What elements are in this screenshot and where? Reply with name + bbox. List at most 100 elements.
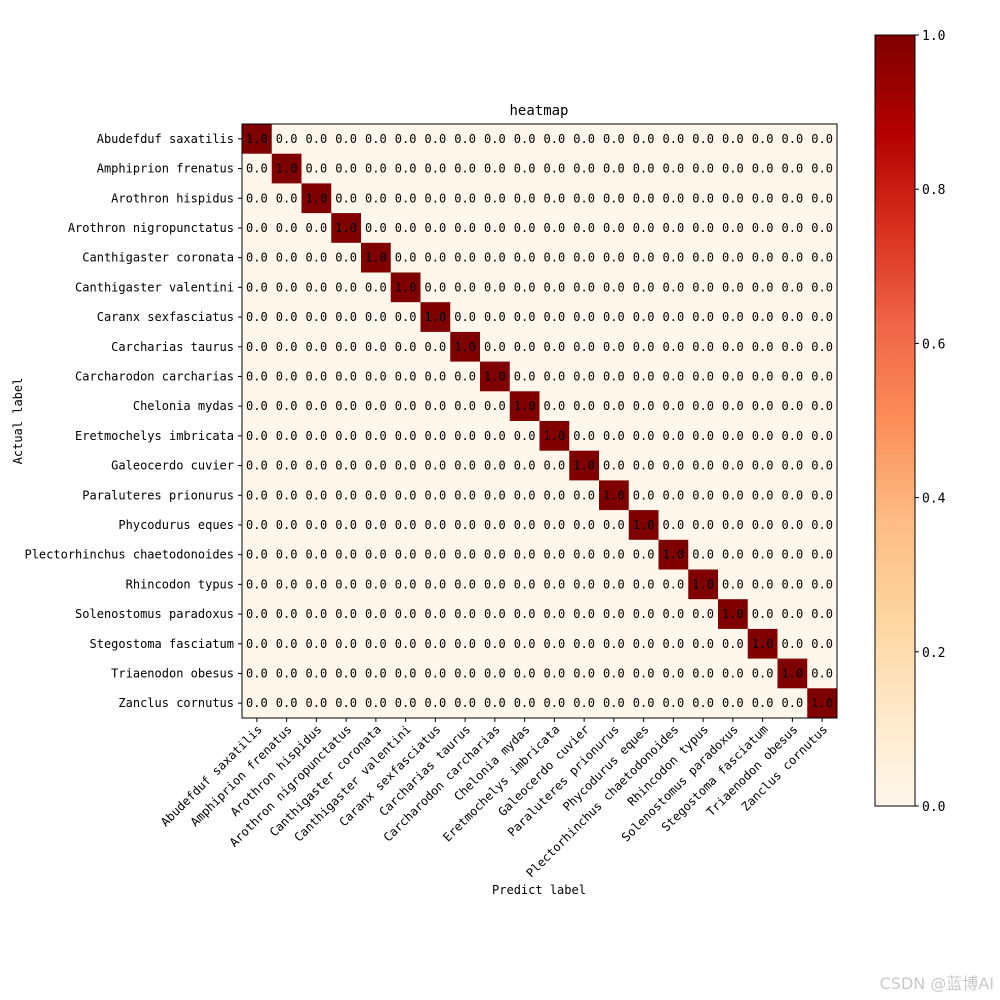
cell-value-label: 0.0 bbox=[782, 696, 804, 710]
heatmap-cell bbox=[777, 361, 808, 392]
cell-value-label: 0.0 bbox=[663, 191, 685, 205]
cell-value-label: 1.0 bbox=[395, 280, 417, 294]
heatmap-cell bbox=[331, 183, 362, 214]
heatmap-cell bbox=[628, 391, 659, 422]
heatmap-cell bbox=[271, 153, 302, 184]
cell-value-label: 0.0 bbox=[752, 280, 774, 294]
cell-value-label: 0.0 bbox=[544, 696, 566, 710]
heatmap-cell bbox=[509, 361, 540, 392]
cell-value-label: 0.0 bbox=[544, 666, 566, 680]
heatmap-cell bbox=[658, 213, 689, 244]
heatmap-cell bbox=[599, 569, 630, 600]
heatmap-cell bbox=[420, 302, 451, 333]
cell-value-label: 1.0 bbox=[782, 666, 804, 680]
heatmap-cell bbox=[271, 331, 302, 363]
y-tick-label: Eretmochelys imbricata bbox=[75, 429, 234, 443]
heatmap-cell bbox=[271, 272, 302, 303]
cell-value-label: 0.0 bbox=[246, 637, 268, 651]
heatmap-cell bbox=[777, 480, 808, 511]
y-tick-label: Triaenodon obesus bbox=[111, 666, 234, 680]
cell-value-label: 0.0 bbox=[752, 488, 774, 502]
heatmap-cell bbox=[271, 391, 302, 422]
heatmap-cell bbox=[271, 599, 302, 630]
cell-value-label: 0.0 bbox=[484, 429, 506, 443]
heatmap-cell bbox=[242, 331, 273, 363]
cell-value-label: 0.0 bbox=[544, 221, 566, 235]
cell-value-label: 0.0 bbox=[752, 221, 774, 235]
heatmap-cell bbox=[480, 599, 511, 630]
heatmap-cell bbox=[361, 391, 392, 422]
heatmap-cell bbox=[361, 361, 392, 392]
cell-value-label: 0.0 bbox=[365, 429, 387, 443]
cell-value-label: 0.0 bbox=[603, 666, 625, 680]
cell-value-label: 0.0 bbox=[782, 191, 804, 205]
cell-value-label: 0.0 bbox=[573, 607, 595, 621]
heatmap-cell bbox=[747, 569, 778, 600]
heatmap-cell bbox=[599, 628, 630, 660]
cell-value-label: 0.0 bbox=[425, 340, 447, 354]
heatmap-cell bbox=[361, 569, 392, 600]
cell-value-label: 0.0 bbox=[544, 548, 566, 562]
heatmap-cell bbox=[539, 391, 570, 422]
cell-value-label: 0.0 bbox=[246, 548, 268, 562]
cell-value-label: 0.0 bbox=[306, 162, 328, 176]
heatmap-cell bbox=[420, 124, 451, 155]
cell-value-label: 0.0 bbox=[335, 132, 357, 146]
heatmap-cell bbox=[420, 628, 451, 660]
cell-value-label: 0.0 bbox=[454, 666, 476, 680]
heatmap-cell bbox=[628, 153, 659, 184]
heatmap-cell bbox=[539, 183, 570, 214]
heatmap-cell bbox=[390, 153, 421, 184]
heatmap-cell bbox=[718, 688, 749, 719]
cell-value-label: 0.0 bbox=[484, 518, 506, 532]
cell-value-label: 0.0 bbox=[306, 518, 328, 532]
cell-value-label: 0.0 bbox=[573, 132, 595, 146]
cell-value-label: 0.0 bbox=[335, 696, 357, 710]
heatmap-cell bbox=[331, 361, 362, 392]
cell-value-label: 1.0 bbox=[752, 637, 774, 651]
cell-value-label: 0.0 bbox=[484, 399, 506, 413]
cell-value-label: 0.0 bbox=[603, 399, 625, 413]
cell-value-label: 0.0 bbox=[752, 132, 774, 146]
heatmap-cell bbox=[807, 272, 838, 303]
heatmap-cell bbox=[807, 569, 838, 600]
y-tick-label: Canthigaster coronata bbox=[82, 251, 234, 265]
cell-value-label: 0.0 bbox=[722, 310, 744, 324]
heatmap-cell bbox=[301, 331, 332, 363]
heatmap-cell bbox=[718, 153, 749, 184]
cell-value-label: 0.0 bbox=[484, 191, 506, 205]
heatmap-cell bbox=[658, 331, 689, 363]
heatmap-cell bbox=[509, 510, 540, 541]
cell-value-label: 0.0 bbox=[722, 369, 744, 383]
cell-value-label: 0.0 bbox=[633, 429, 655, 443]
heatmap-cell bbox=[807, 302, 838, 333]
heatmap-cell bbox=[331, 331, 362, 363]
heatmap-cell bbox=[271, 302, 302, 333]
cell-value-label: 0.0 bbox=[425, 488, 447, 502]
heatmap-cell bbox=[569, 421, 600, 452]
cell-value-label: 0.0 bbox=[663, 518, 685, 532]
heatmap-cell bbox=[331, 302, 362, 333]
heatmap-cell bbox=[390, 331, 421, 363]
cell-value-label: 0.0 bbox=[276, 369, 298, 383]
cell-value-label: 0.0 bbox=[395, 666, 417, 680]
cell-value-label: 0.0 bbox=[573, 399, 595, 413]
heatmap-cell bbox=[301, 272, 332, 303]
cell-value-label: 0.0 bbox=[633, 459, 655, 473]
cell-value-label: 0.0 bbox=[603, 162, 625, 176]
cell-value-label: 1.0 bbox=[335, 221, 357, 235]
heatmap-cell bbox=[390, 183, 421, 214]
heatmap-cell bbox=[361, 658, 392, 689]
heatmap-cell bbox=[242, 658, 273, 689]
heatmap-cell bbox=[807, 153, 838, 184]
cell-value-label: 0.0 bbox=[484, 637, 506, 651]
cell-value-label: 0.0 bbox=[276, 399, 298, 413]
heatmap-cell bbox=[658, 480, 689, 511]
heatmap-cell bbox=[331, 510, 362, 541]
cell-value-label: 1.0 bbox=[454, 340, 476, 354]
cell-value-label: 0.0 bbox=[782, 251, 804, 265]
cell-value-label: 0.0 bbox=[395, 488, 417, 502]
heatmap-cell bbox=[480, 242, 511, 273]
cell-value-label: 0.0 bbox=[514, 221, 536, 235]
cell-value-label: 0.0 bbox=[395, 369, 417, 383]
